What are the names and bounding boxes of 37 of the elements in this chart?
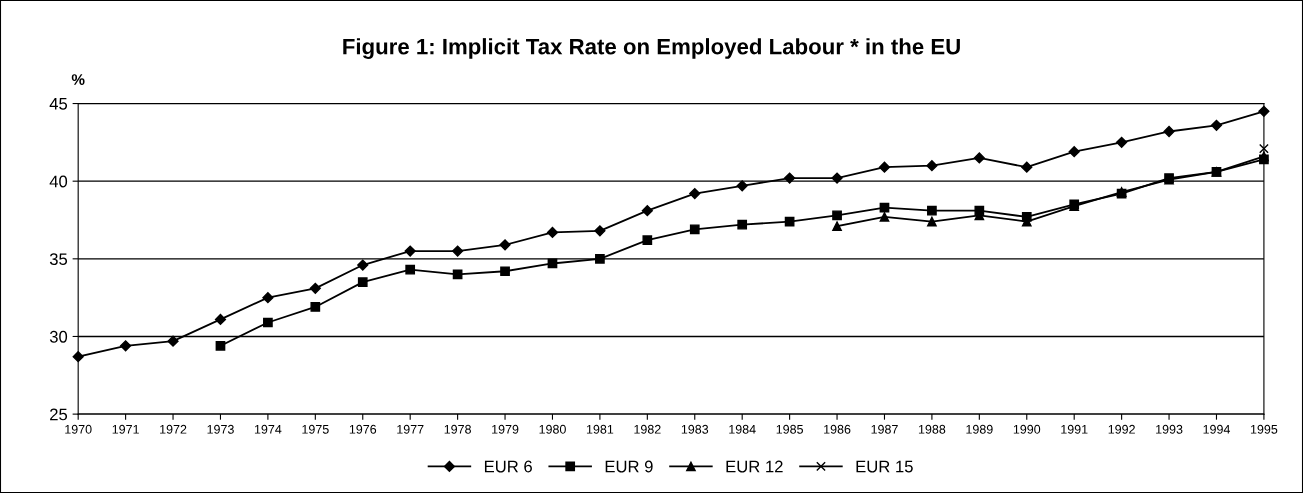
x-tick-label: 1985: [776, 424, 803, 434]
y-axis-title: %: [71, 74, 85, 85]
x-tick-label: 1988: [918, 424, 946, 434]
x-tick-label: 1970: [65, 424, 92, 434]
x-tick-label: 1971: [112, 424, 139, 434]
x-tick-label: 1993: [1156, 424, 1183, 434]
y-tick-label: 45: [49, 98, 68, 110]
x-tick-label: 1975: [302, 424, 329, 434]
x-tick-label: 1978: [444, 424, 471, 434]
y-tick-label: 40: [49, 175, 68, 188]
x-tick-label: 1986: [824, 424, 851, 434]
x-tick-label: 1973: [207, 424, 234, 434]
x-tick-label: 1972: [160, 424, 187, 434]
y-tick-label: 35: [49, 253, 68, 266]
x-tick-label: 1981: [586, 424, 614, 434]
x-tick-label: 1982: [634, 424, 661, 434]
x-tick-label: 1990: [1013, 424, 1041, 434]
x-tick-label: 1991: [1061, 424, 1088, 434]
legend-label: EUR 9: [605, 460, 653, 473]
legend-label: EUR 6: [484, 460, 532, 473]
x-tick-label: 1987: [871, 424, 898, 434]
x-tick-label: 1994: [1203, 424, 1231, 434]
x-tick-label: 1989: [966, 424, 993, 434]
legend-label: EUR 15: [856, 460, 913, 473]
x-tick-label: 1992: [1108, 424, 1135, 434]
x-tick-label: 1995: [1250, 424, 1278, 434]
legend-label: EUR 12: [726, 460, 783, 473]
x-tick-label: 1976: [349, 424, 377, 434]
x-tick-label: 1974: [254, 424, 282, 434]
y-tick-label: 30: [49, 330, 68, 343]
y-tick-label: 25: [50, 408, 68, 421]
chart-title: Figure 1: Implicit Tax Rate on Employed Labour * in the EU: [343, 38, 960, 59]
x-tick-label: 1979: [492, 424, 519, 434]
x-tick-label: 1977: [397, 424, 424, 434]
x-tick-label: 1980: [539, 424, 566, 434]
x-tick-label: 1983: [681, 424, 709, 434]
x-tick-label: 1984: [729, 424, 756, 434]
